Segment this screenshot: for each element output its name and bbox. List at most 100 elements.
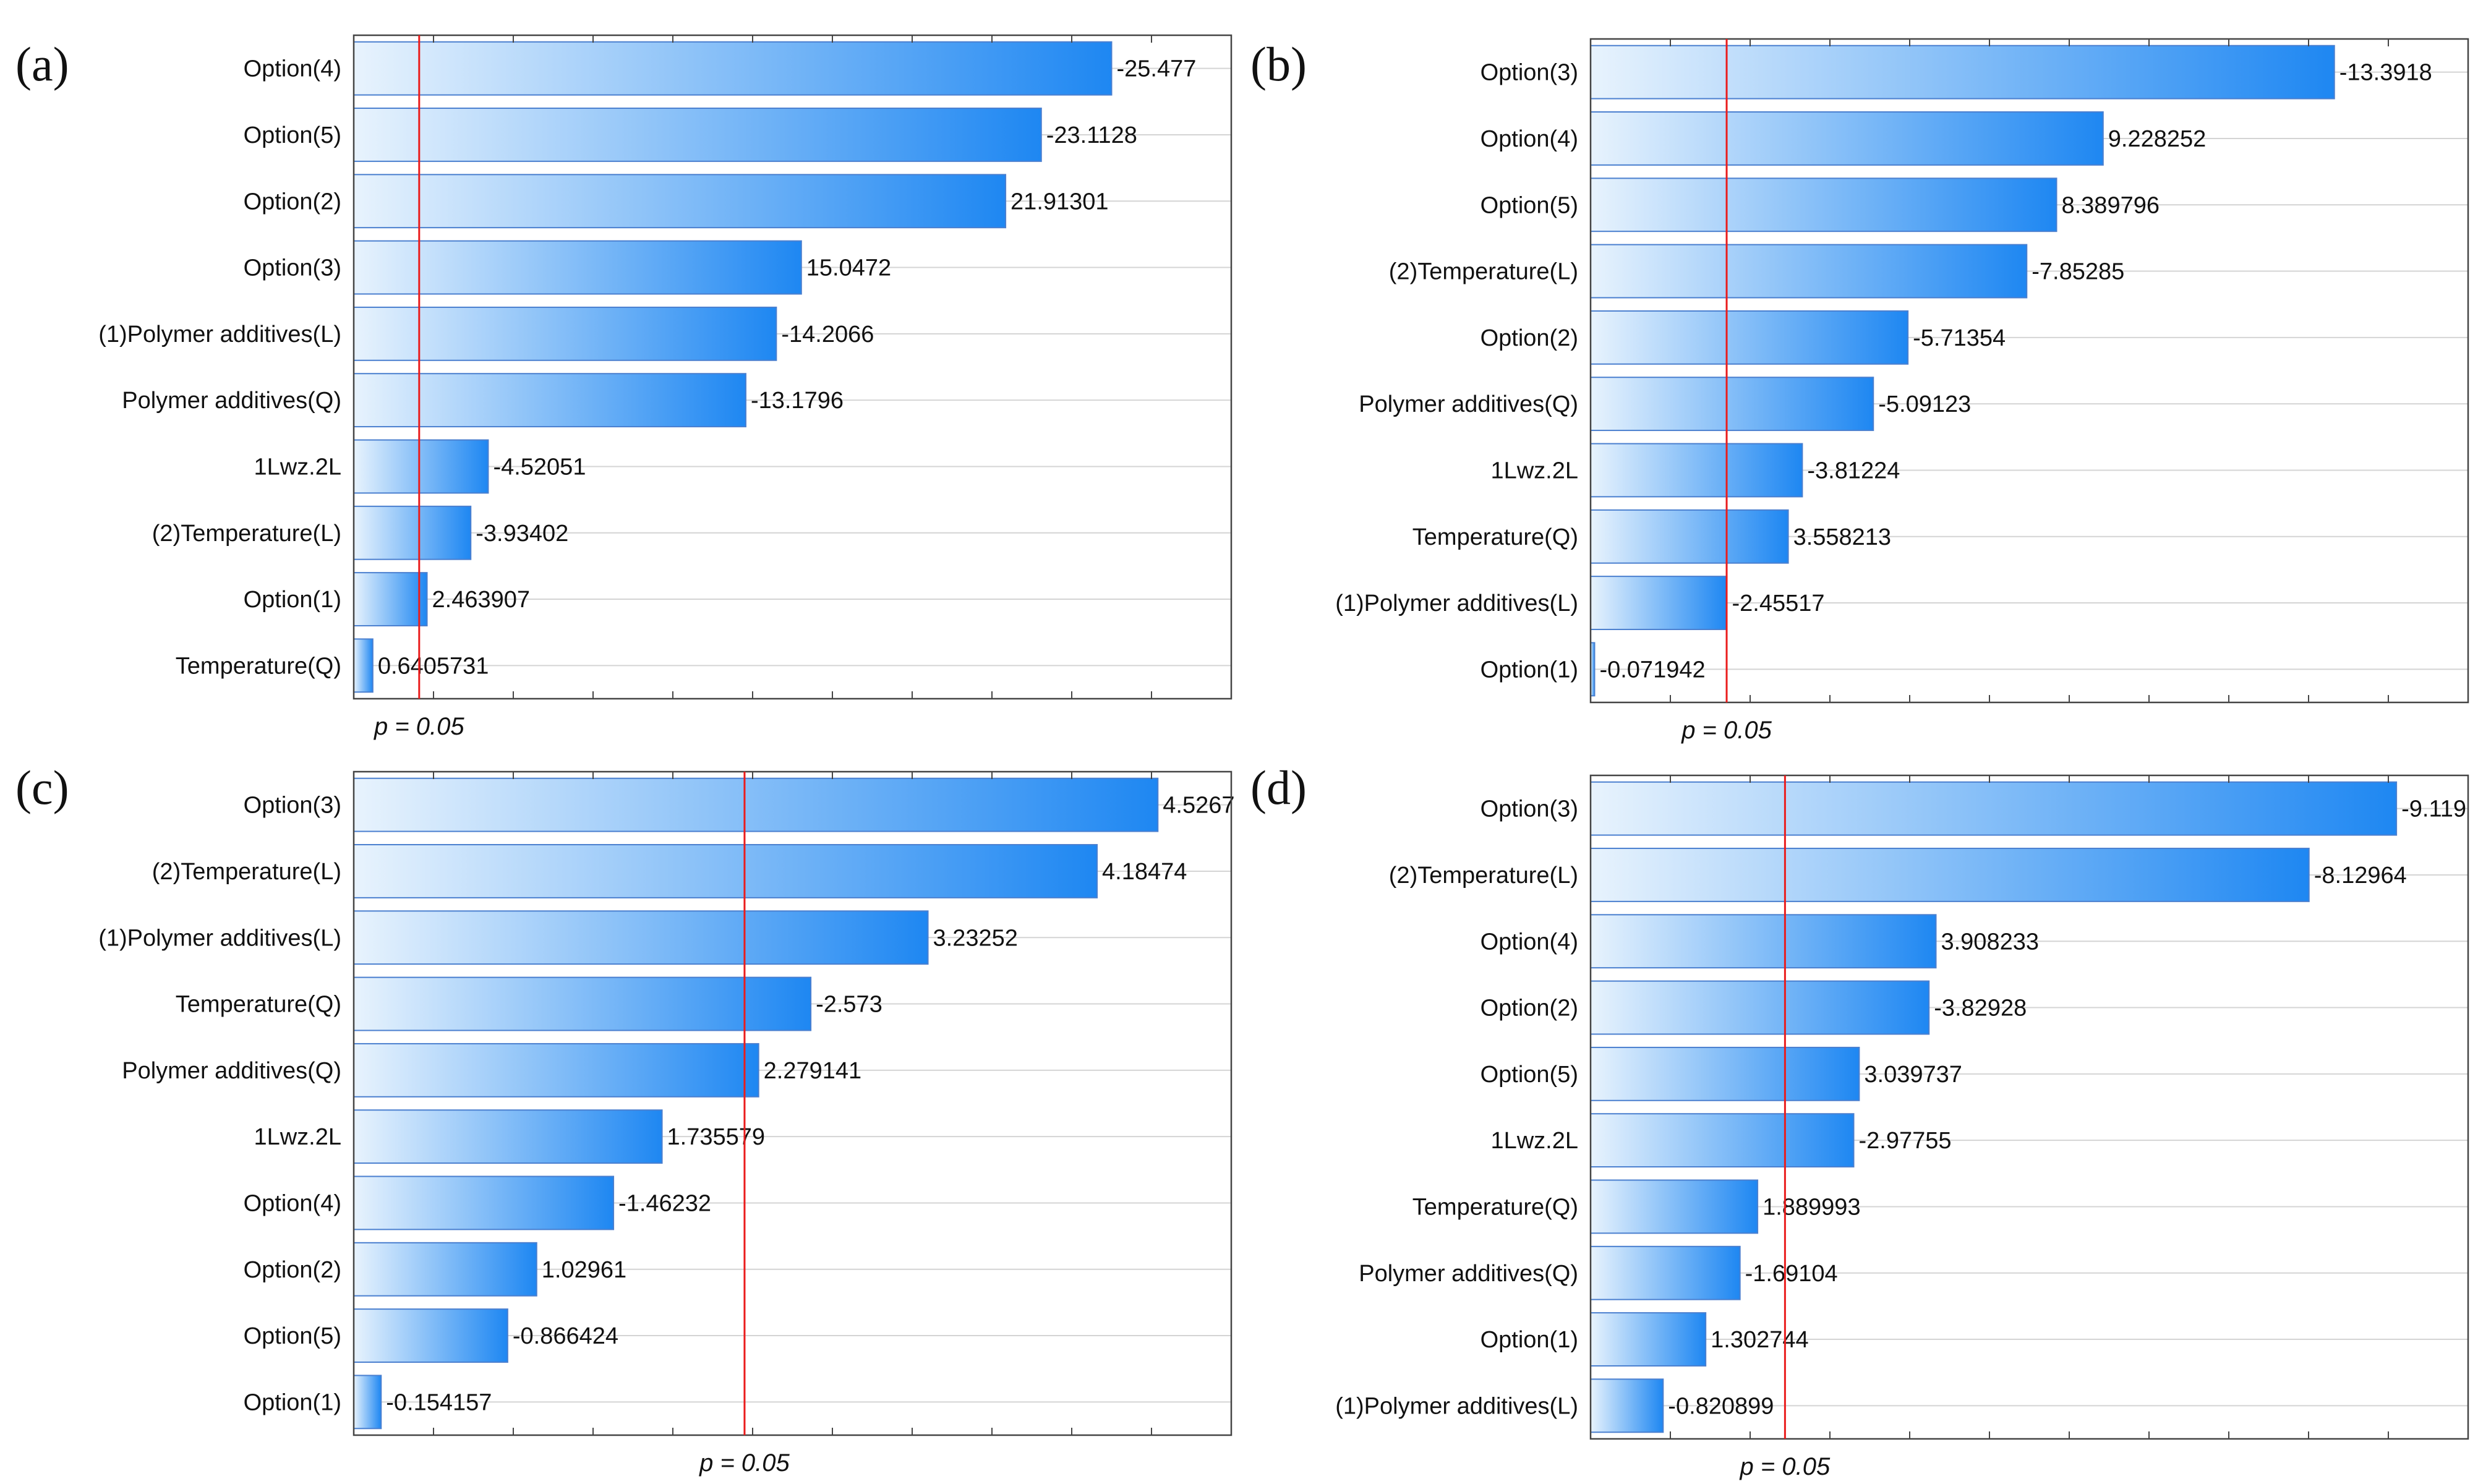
value-label: 0.6405731 [378,653,489,679]
value-labels: -25.477 -23.1128 21.91301 15.0472 -14.2066 -1… [378,56,1197,680]
bar [353,910,929,965]
bar [1590,1113,1855,1168]
bar [353,1043,759,1098]
bar [353,976,812,1031]
bars [1590,45,2335,697]
value-label: -13.1796 [751,388,844,414]
category-label: 1Lwz.2L [254,1124,341,1150]
bar [353,1375,382,1430]
p-value-label: p = 0.05 [374,713,464,740]
value-label: -4.52051 [493,454,586,480]
bar [1590,576,1728,630]
value-label: -1.46232 [618,1190,711,1216]
bar [1590,45,2335,100]
bar [353,41,1113,96]
p-value-label: p = 0.05 [1681,717,1772,744]
value-label: -9.119 [2401,796,2466,822]
bar [1590,980,1930,1035]
bar [353,777,1159,832]
value-label: -14.2066 [781,322,874,348]
category-label: Temperature(Q) [1412,1194,1578,1220]
category-label: (2)Temperature(L) [152,859,341,885]
category-label: (1)Polymer additives(L) [98,925,341,951]
panel-label-b: (b) [1250,37,1307,91]
bars [353,777,1159,1430]
bar [1590,310,1909,365]
plot-frame [352,770,1233,1436]
panel-label-a: (a) [15,37,69,91]
category-label: Temperature(Q) [1412,524,1578,550]
axis-ticks [1670,775,2389,1439]
bar [353,174,1007,229]
chart-panel-b: (b) Option(3) Option(4) Option(5) (2)Temper… [1250,37,2469,744]
value-label: 2.463907 [432,587,531,613]
category-labels: Option(3) (2)Temperature(L) Option(4) Optio… [1335,796,1578,1420]
panel-label-d: (d) [1250,761,1307,814]
category-label: Option(2) [1480,325,1578,351]
bar [353,108,1042,162]
category-label: Option(5) [244,122,341,148]
value-label: 2.279141 [764,1058,862,1084]
value-label: -1.69104 [1745,1261,1838,1287]
panel-label-c: (c) [15,761,69,814]
category-label: Option(4) [1480,929,1578,955]
p-value-label: p = 0.05 [699,1449,790,1477]
category-label: Option(5) [1480,192,1578,218]
value-label: -2.45517 [1732,591,1824,616]
category-label: Option(3) [1480,60,1578,86]
value-label: 1.302744 [1711,1327,1809,1353]
value-label: -0.154157 [386,1389,492,1415]
bar [1590,509,1789,564]
bar [1590,1046,1860,1101]
value-label: -3.93402 [476,521,568,547]
bar [1590,914,1937,969]
value-labels: -13.3918 9.228252 8.389796 -7.85285 -5.71354… [1599,60,2432,683]
bar [353,1308,508,1363]
bar [353,505,472,560]
bar [1590,781,2398,836]
category-label: Option(1) [244,587,341,613]
bar [1590,443,1803,498]
category-label: Option(2) [244,1257,341,1283]
value-label: -5.71354 [1913,325,2006,351]
bar [1590,1378,1664,1433]
category-label: (2)Temperature(L) [1389,863,1578,889]
category-label: Option(4) [244,1190,341,1216]
category-label: Polymer additives(Q) [122,388,341,414]
bar [1590,1245,1741,1300]
p-value-label: p = 0.05 [1740,1453,1831,1480]
category-label: Polymer additives(Q) [1359,1261,1578,1287]
category-label: (1)Polymer additives(L) [1335,591,1578,616]
value-label: 3.23252 [933,925,1018,951]
value-label: -3.82928 [1934,996,2027,1021]
value-label: -13.3918 [2339,60,2432,86]
value-label: 3.558213 [1793,524,1892,550]
category-label: (2)Temperature(L) [152,521,341,547]
bar [353,240,802,295]
category-label: Option(4) [244,56,341,82]
value-label: -7.85285 [2032,259,2124,285]
plot-frame [352,34,1233,700]
bar [353,572,428,626]
category-label: 1Lwz.2L [1490,1128,1578,1154]
category-label: Option(1) [1480,657,1578,683]
value-label: 3.908233 [1941,929,2039,955]
category-label: Temperature(Q) [176,653,341,679]
chart-panel-d: (d) Option(3)(2)Temperature(L)Option(4)O… [1250,761,2469,1480]
value-label: -23.1128 [1046,122,1137,148]
axis-ticks [433,772,1152,1435]
bar [353,306,777,361]
value-label: 1.02961 [542,1257,626,1283]
category-label: (2)Temperature(L) [1389,259,1578,285]
category-label: Option(5) [1480,1062,1578,1088]
bar [353,373,746,428]
value-label: -8.12964 [2314,863,2407,889]
category-label: Option(2) [244,189,341,215]
category-label: Option(5) [244,1323,341,1349]
category-label: Temperature(Q) [176,992,341,1018]
value-label: -0.071942 [1599,657,1705,683]
category-label: (1)Polymer additives(L) [98,322,341,348]
category-labels: Option(3) (2)Temperature(L) (1)Polymer add… [98,793,341,1416]
value-labels: -9.119 -8.12964 3.908233 -3.82928 3.039737 -2… [1668,796,2466,1420]
